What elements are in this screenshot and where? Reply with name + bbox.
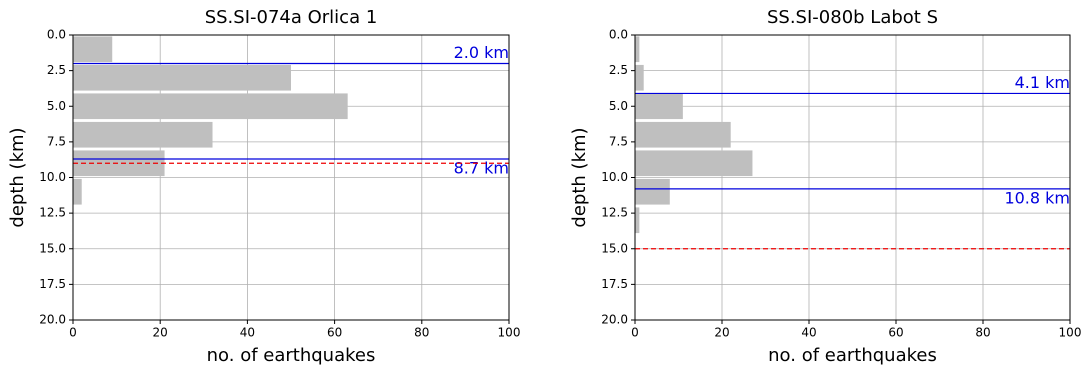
y-tick-label: 0.0 xyxy=(609,28,628,42)
y-tick-label: 10.0 xyxy=(601,170,628,184)
axes-frame xyxy=(634,34,1071,321)
line-annotation: 10.8 km xyxy=(1004,188,1070,207)
x-axis-label: no. of earthquakes xyxy=(207,345,376,366)
y-tick-label: 2.5 xyxy=(47,63,66,77)
y-tick-label: 15.0 xyxy=(601,241,628,255)
line-annotation: 2.0 km xyxy=(454,43,509,62)
bar xyxy=(635,150,753,177)
bar xyxy=(73,121,213,148)
x-tick-label: 20 xyxy=(714,326,729,340)
bar xyxy=(635,64,644,91)
x-tick-label: 80 xyxy=(414,326,429,340)
y-tick-label: 12.5 xyxy=(601,206,628,220)
chart: 0 20 40 60 80 100 0.0 2.5 5.0 7.5 10.0 12.5 15.0 17.5… xyxy=(569,7,1081,366)
x-tick-label: 20 xyxy=(153,326,168,340)
x-tick-label: 40 xyxy=(801,326,816,340)
x-tick-label: 40 xyxy=(240,326,255,340)
bar xyxy=(73,64,291,91)
chart: 0 20 40 60 80 100 0.0 2.5 5.0 7.5 10.0 12.5 15.0 17.5… xyxy=(7,7,520,366)
bar xyxy=(73,36,113,63)
y-tick-label: 5.0 xyxy=(47,99,66,113)
bar xyxy=(635,121,731,148)
x-tick-label: 0 xyxy=(69,326,77,340)
axes-frame xyxy=(72,34,510,321)
bar xyxy=(73,150,165,177)
y-tick-label: 12.5 xyxy=(39,206,66,220)
chart-title: SS.SI-080b Labot S xyxy=(767,7,938,28)
y-tick-label: 17.5 xyxy=(39,277,66,291)
bar xyxy=(73,93,348,120)
x-tick-label: 0 xyxy=(631,326,639,340)
y-axis-label: depth (km) xyxy=(7,127,28,227)
y-tick-label: 20.0 xyxy=(39,313,66,327)
y-tick-label: 7.5 xyxy=(47,134,66,148)
x-tick-label: 60 xyxy=(327,326,342,340)
line-annotation: 4.1 km xyxy=(1015,73,1070,92)
y-tick-label: 10.0 xyxy=(39,170,66,184)
x-tick-label: 100 xyxy=(1059,326,1082,340)
y-tick-label: 2.5 xyxy=(609,63,628,77)
y-tick-label: 7.5 xyxy=(609,134,628,148)
x-axis-label: no. of earthquakes xyxy=(768,345,937,366)
y-tick-label: 20.0 xyxy=(601,313,628,327)
x-tick-label: 100 xyxy=(498,326,521,340)
y-axis-label: depth (km) xyxy=(569,127,590,227)
y-tick-label: 17.5 xyxy=(601,277,628,291)
bar xyxy=(635,36,640,63)
y-tick-label: 15.0 xyxy=(39,241,66,255)
x-tick-label: 60 xyxy=(888,326,903,340)
y-tick-label: 5.0 xyxy=(609,99,628,113)
bar xyxy=(635,207,640,234)
chart-title: SS.SI-074a Orlica 1 xyxy=(205,7,378,28)
bar xyxy=(635,178,670,205)
line-annotation: 8.7 km xyxy=(454,158,509,177)
bar xyxy=(73,178,82,205)
bar xyxy=(635,93,683,120)
x-tick-label: 80 xyxy=(975,326,990,340)
y-tick-label: 0.0 xyxy=(47,28,66,42)
